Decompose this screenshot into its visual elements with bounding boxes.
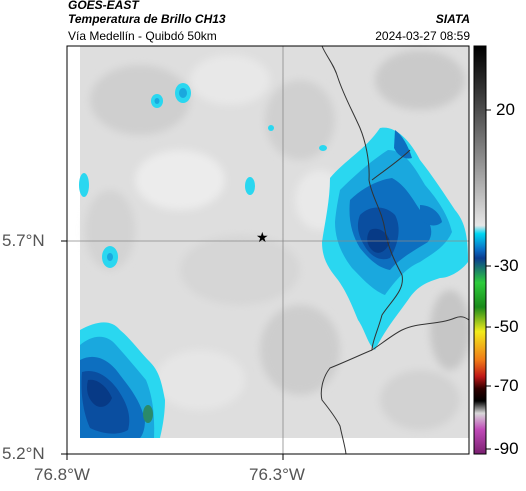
satellite-title: GOES-EAST	[68, 0, 139, 12]
border-lines	[320, 45, 470, 455]
product-title: Temperatura de Brillo CH13	[68, 12, 226, 26]
colorbar-tick-label: -50	[494, 317, 519, 336]
colorbar-tick-label: -30	[494, 256, 519, 275]
star-marker-icon: ★	[256, 229, 269, 245]
convective-cell-east	[322, 127, 468, 350]
axis-ticks	[61, 240, 284, 460]
location-label: Vía Medellín - Quibdó 50km	[68, 29, 217, 43]
colorbar-tick-label: -90	[494, 439, 519, 458]
colorbar-border	[473, 45, 487, 455]
colorbar-gradient	[474, 46, 486, 454]
colorbar-ticks	[486, 109, 491, 450]
lat-tick-label: 5.2°N	[2, 444, 45, 463]
lon-tick-label: 76.3°W	[249, 465, 305, 484]
timestamp-label: 2024-03-27 08:59	[375, 29, 470, 43]
convective-cell-southwest	[80, 322, 165, 438]
colorbar-tick-label: -70	[494, 376, 519, 395]
lat-tick-label: 5.7°N	[2, 231, 45, 250]
lon-tick-label: 76.8°W	[34, 465, 90, 484]
small-convective-cells	[79, 83, 327, 268]
organization-label: SIATA	[435, 12, 470, 26]
colorbar-tick-label: 20	[496, 100, 515, 119]
map-border	[66, 45, 470, 455]
